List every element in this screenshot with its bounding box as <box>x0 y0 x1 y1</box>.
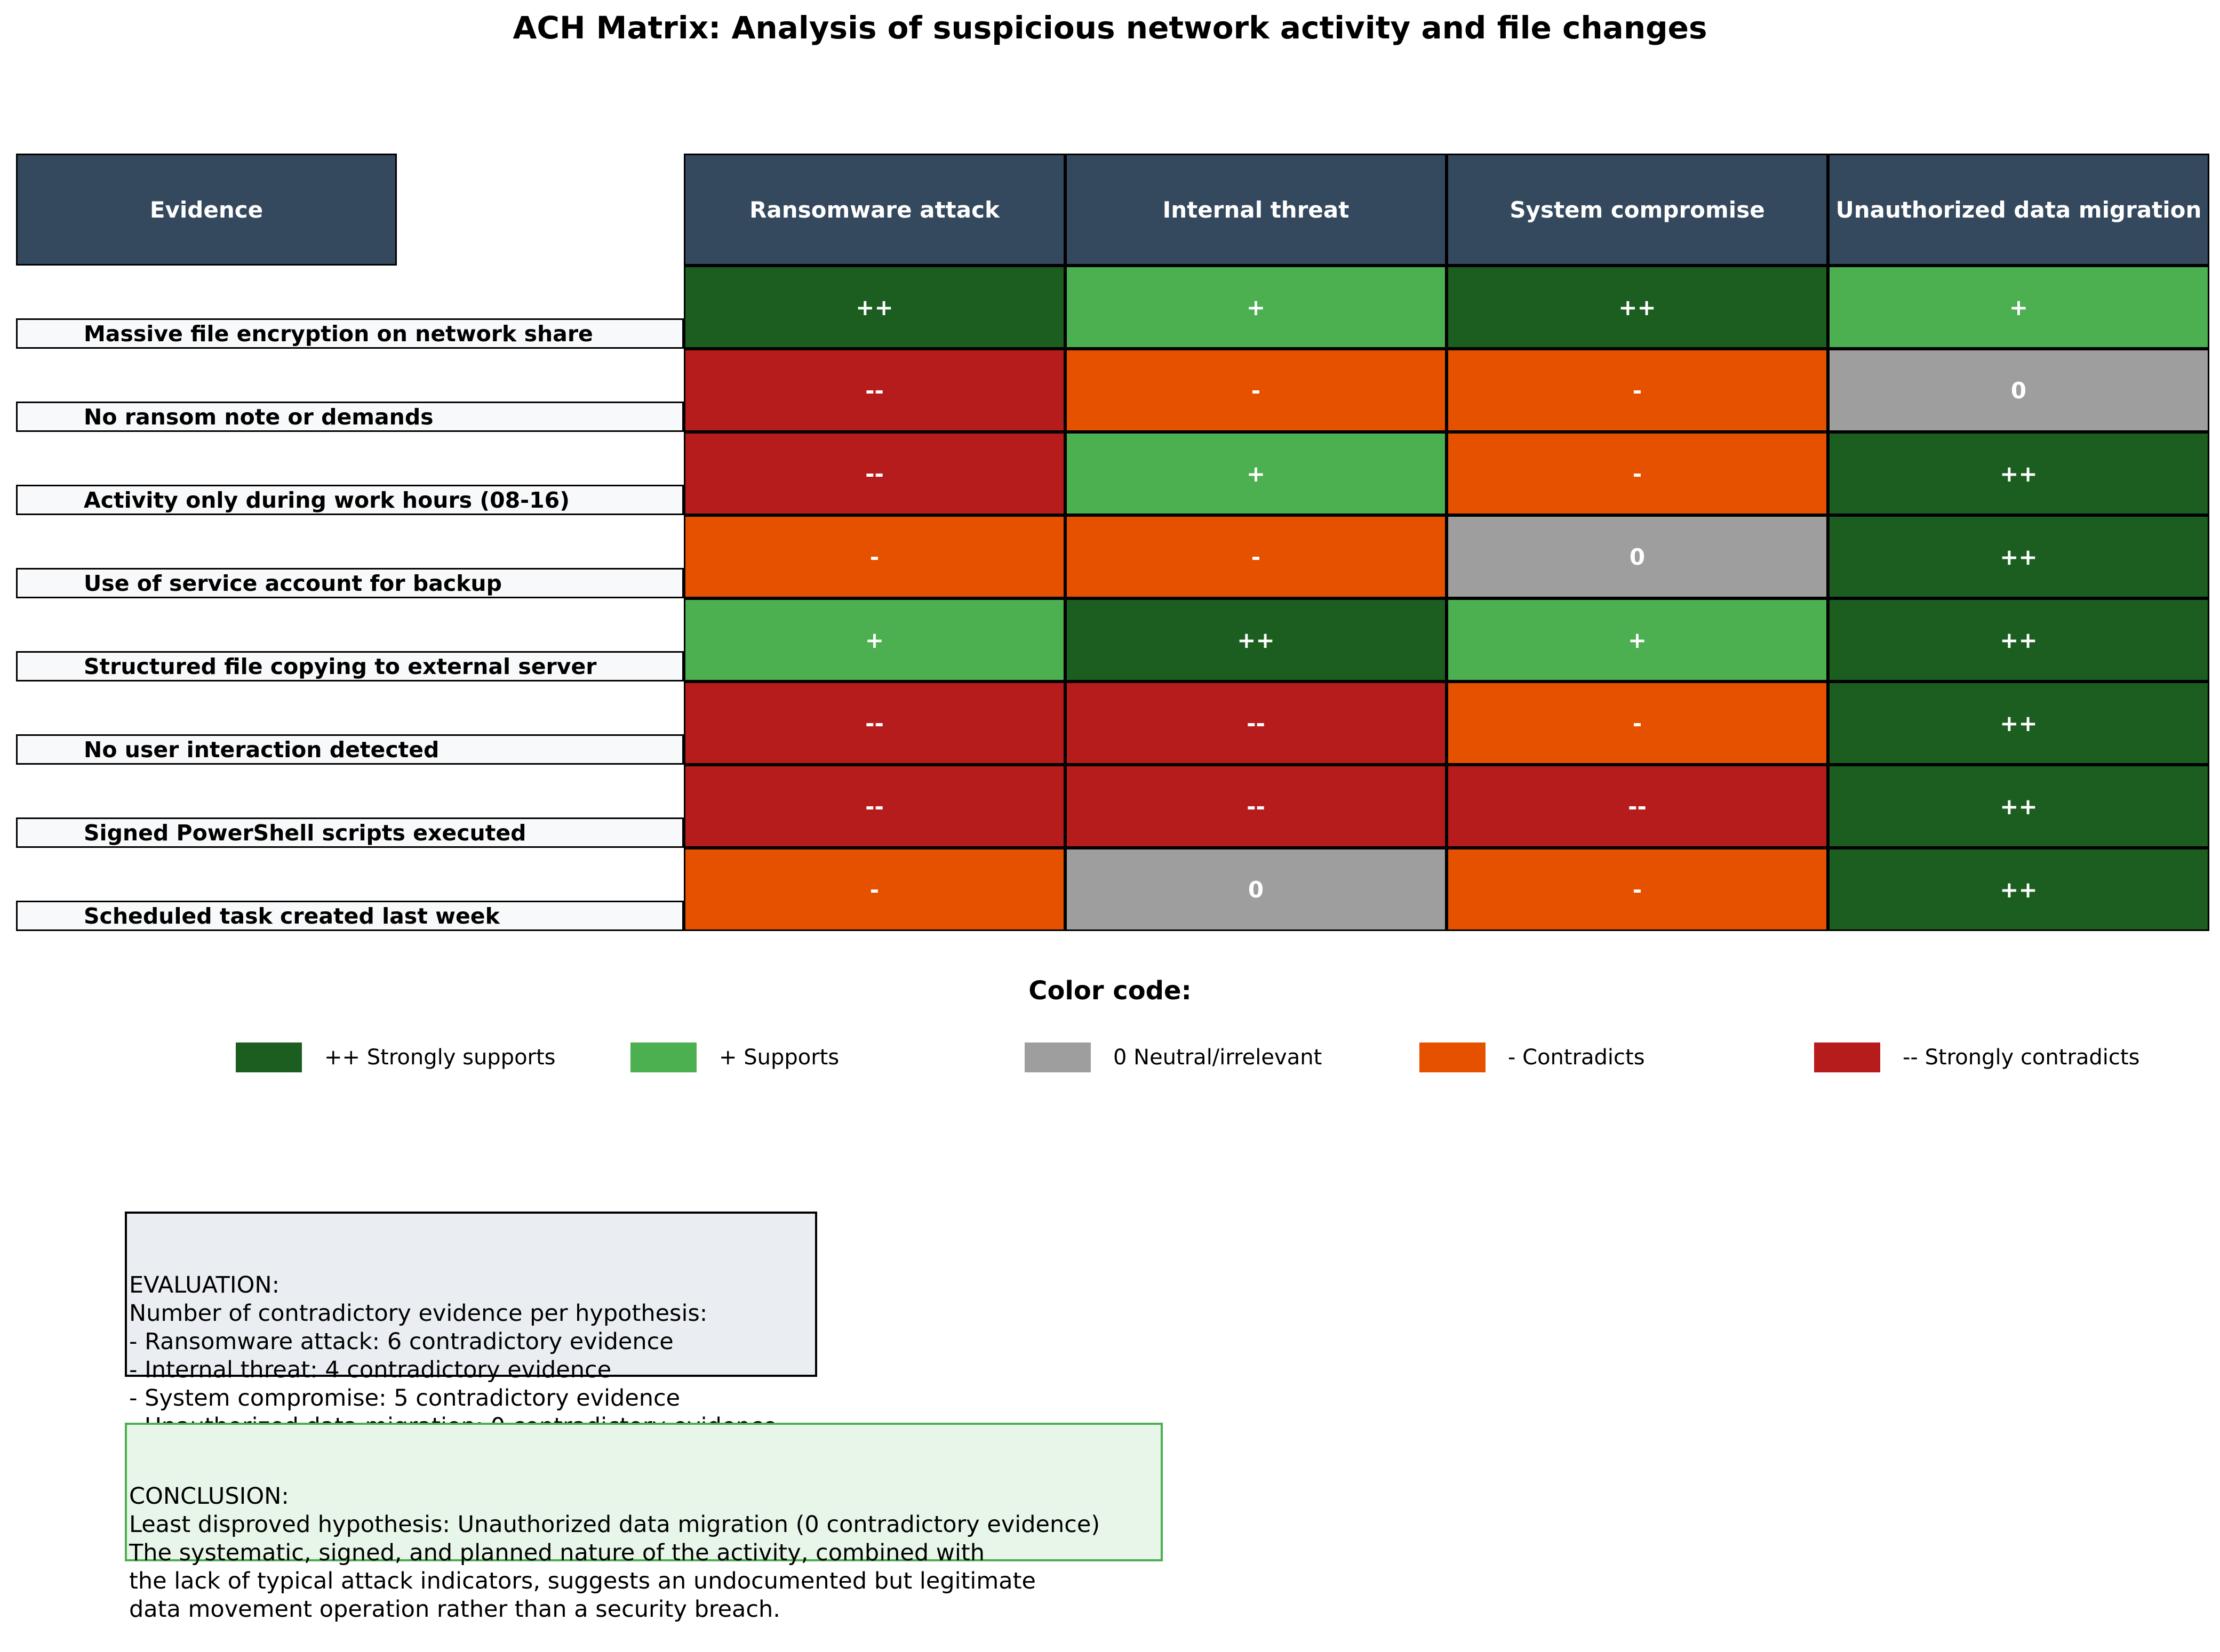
rating-cell: + <box>1065 432 1447 515</box>
evidence-label: Signed PowerShell scripts executed <box>16 817 684 848</box>
rating-cell: 0 <box>1828 349 2209 432</box>
rating-cell: ++ <box>684 266 1065 349</box>
hypothesis-header: Ransomware attack <box>684 154 1065 266</box>
evaluation-box: EVALUATION: Number of contradictory evide… <box>125 1212 817 1440</box>
rating-cell: -- <box>684 765 1065 848</box>
rating-cell: - <box>1447 349 1828 432</box>
rating-cell: -- <box>684 681 1065 765</box>
hypothesis-header: Unauthorized data migration <box>1828 154 2209 266</box>
evaluation-line: - Internal threat: 4 contradictory evide… <box>129 1357 612 1383</box>
legend-item: ++ Strongly supports <box>236 1042 556 1072</box>
evidence-label: Activity only during work hours (08-16) <box>16 485 684 515</box>
hypothesis-header: System compromise <box>1447 154 1828 266</box>
rating-cell: -- <box>1065 681 1447 765</box>
legend-item: -- Strongly contradicts <box>1814 1042 2139 1072</box>
legend-item: 0 Neutral/irrelevant <box>1025 1042 1322 1072</box>
legend-swatch <box>1419 1042 1486 1072</box>
hypothesis-header: Internal threat <box>1065 154 1447 266</box>
rating-cell: -- <box>1065 765 1447 848</box>
legend-label: 0 Neutral/irrelevant <box>1113 1045 1322 1070</box>
rating-cell: - <box>1065 349 1447 432</box>
legend-swatch <box>1025 1042 1091 1072</box>
rating-cell: - <box>1447 432 1828 515</box>
evaluation-line: Number of contradictory evidence per hyp… <box>129 1300 708 1327</box>
legend-label: - Contradicts <box>1508 1045 1645 1070</box>
rating-cell: ++ <box>1828 598 2209 681</box>
evidence-label: No ransom note or demands <box>16 402 684 432</box>
rating-cell: + <box>1828 266 2209 349</box>
legend-label: + Supports <box>719 1045 840 1070</box>
rating-cell: ++ <box>1828 515 2209 598</box>
evaluation-line: EVALUATION: <box>129 1272 280 1298</box>
rating-cell: 0 <box>1447 515 1828 598</box>
rating-cell: - <box>684 515 1065 598</box>
evidence-label: Use of service account for backup <box>16 568 684 598</box>
legend-item: - Contradicts <box>1419 1042 1645 1072</box>
legend-swatch <box>630 1042 697 1072</box>
legend-swatch <box>1814 1042 1880 1072</box>
conclusion-line: the lack of typical attack indicators, s… <box>129 1568 1036 1594</box>
rating-cell: ++ <box>1065 598 1447 681</box>
rating-cell: ++ <box>1447 266 1828 349</box>
legend-label: ++ Strongly supports <box>324 1045 556 1070</box>
conclusion-line: data movement operation rather than a se… <box>129 1596 780 1623</box>
rating-cell: ++ <box>1828 681 2209 765</box>
page-title: ACH Matrix: Analysis of suspicious netwo… <box>513 10 1707 46</box>
evidence-header: Evidence <box>16 154 397 266</box>
evidence-label: No user interaction detected <box>16 734 684 765</box>
rating-cell: - <box>1447 681 1828 765</box>
rating-cell: -- <box>684 349 1065 432</box>
rating-cell: 0 <box>1065 848 1447 931</box>
conclusion-box: CONCLUSION: Least disproved hypothesis: U… <box>125 1423 1163 1623</box>
legend-label: -- Strongly contradicts <box>1903 1045 2140 1070</box>
evidence-label: Massive file encryption on network share <box>16 318 684 349</box>
rating-cell: ++ <box>1828 432 2209 515</box>
rating-cell: - <box>1447 848 1828 931</box>
evaluation-line: - Ransomware attack: 6 contradictory evi… <box>129 1328 674 1355</box>
evaluation-line: - System compromise: 5 contradictory evi… <box>129 1385 681 1412</box>
rating-cell: ++ <box>1828 848 2209 931</box>
rating-cell: + <box>684 598 1065 681</box>
rating-cell: ++ <box>1828 765 2209 848</box>
rating-cell: -- <box>1447 765 1828 848</box>
legend-item: + Supports <box>630 1042 839 1072</box>
rating-cell: - <box>1065 515 1447 598</box>
conclusion-line: Least disproved hypothesis: Unauthorized… <box>129 1511 1100 1538</box>
evidence-label: Structured file copying to external serv… <box>16 651 684 681</box>
legend-swatch <box>236 1042 302 1072</box>
rating-cell: + <box>1065 266 1447 349</box>
rating-cell: -- <box>684 432 1065 515</box>
conclusion-line: CONCLUSION: <box>129 1483 289 1510</box>
conclusion-line: The systematic, signed, and planned natu… <box>129 1539 985 1566</box>
evidence-label: Scheduled task created last week <box>16 901 684 931</box>
rating-cell: - <box>684 848 1065 931</box>
rating-cell: + <box>1447 598 1828 681</box>
legend-title: Color code: <box>1028 976 1192 1006</box>
